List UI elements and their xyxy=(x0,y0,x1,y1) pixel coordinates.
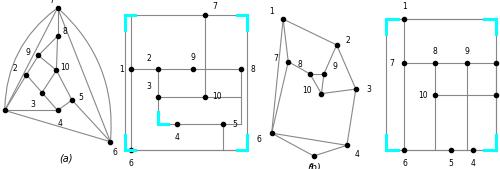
Text: 2: 2 xyxy=(12,64,17,73)
Text: 1: 1 xyxy=(119,65,124,74)
Text: 6: 6 xyxy=(256,135,262,144)
Text: 8: 8 xyxy=(298,60,302,69)
Text: (b): (b) xyxy=(307,162,320,169)
Text: 8: 8 xyxy=(62,27,67,36)
Text: 3: 3 xyxy=(30,100,35,109)
Text: 10: 10 xyxy=(302,86,312,95)
Text: 1: 1 xyxy=(402,2,407,11)
Text: 3: 3 xyxy=(366,84,371,94)
Text: 4: 4 xyxy=(470,159,476,168)
Text: 6: 6 xyxy=(113,148,117,157)
Text: 8: 8 xyxy=(250,65,255,74)
FancyArrowPatch shape xyxy=(60,10,111,139)
Text: 7: 7 xyxy=(273,54,278,63)
Text: 6: 6 xyxy=(402,159,407,168)
Text: 6: 6 xyxy=(129,159,134,168)
Text: 10: 10 xyxy=(212,92,222,101)
Text: 3: 3 xyxy=(147,81,152,91)
FancyArrowPatch shape xyxy=(5,9,56,108)
Text: 5: 5 xyxy=(309,164,314,169)
Text: 7: 7 xyxy=(212,2,216,11)
Text: 4: 4 xyxy=(354,150,360,159)
Text: 5: 5 xyxy=(232,119,237,129)
Text: (a): (a) xyxy=(60,154,73,164)
Text: 9: 9 xyxy=(190,53,195,62)
Text: 7: 7 xyxy=(49,0,54,5)
Text: 10: 10 xyxy=(60,63,70,72)
Text: 8: 8 xyxy=(432,46,438,56)
Text: 9: 9 xyxy=(25,48,30,57)
Text: 9: 9 xyxy=(464,46,469,56)
Text: 9: 9 xyxy=(333,62,338,71)
Text: 2: 2 xyxy=(147,54,152,63)
Text: 5: 5 xyxy=(448,159,454,168)
Text: 4: 4 xyxy=(58,119,62,128)
Text: 5: 5 xyxy=(78,93,83,102)
Text: 7: 7 xyxy=(390,59,394,68)
Text: 10: 10 xyxy=(418,91,428,100)
Text: 2: 2 xyxy=(346,36,350,45)
Text: 4: 4 xyxy=(175,133,180,142)
Text: 1: 1 xyxy=(270,7,274,16)
